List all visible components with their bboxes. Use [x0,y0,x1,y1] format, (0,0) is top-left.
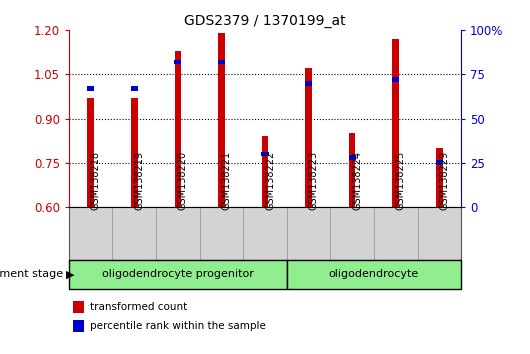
Text: GSM138224: GSM138224 [352,150,362,210]
Text: GSM138222: GSM138222 [265,150,275,210]
Text: GSM138221: GSM138221 [222,150,232,210]
Text: GSM138229: GSM138229 [439,150,449,210]
Bar [349,155,356,160]
Bar [73,301,84,313]
Bar [73,320,84,332]
Bar [218,33,225,207]
Bar [131,86,138,91]
Bar [69,260,287,289]
Bar [392,77,399,82]
Bar [131,98,138,207]
Bar [436,148,443,207]
Text: GSM138225: GSM138225 [396,150,406,210]
Text: GSM138218: GSM138218 [91,151,101,210]
Bar [174,59,181,64]
Text: percentile rank within the sample: percentile rank within the sample [91,321,267,331]
Bar [87,98,94,207]
Text: transformed count: transformed count [91,302,188,312]
Bar [305,81,312,86]
Text: GSM138223: GSM138223 [308,150,319,210]
Text: oligodendrocyte: oligodendrocyte [329,269,419,279]
Bar [261,152,269,156]
Bar [287,260,461,289]
Bar [262,136,268,207]
Bar [174,51,181,207]
Text: GSM138219: GSM138219 [134,151,144,210]
Bar [436,160,443,165]
Bar [349,133,356,207]
Text: GSM138220: GSM138220 [178,150,188,210]
Title: GDS2379 / 1370199_at: GDS2379 / 1370199_at [184,14,346,28]
Bar [87,86,94,91]
Bar [218,59,225,64]
Bar [392,39,399,207]
Text: oligodendrocyte progenitor: oligodendrocyte progenitor [102,269,254,279]
Text: development stage: development stage [0,269,64,279]
Bar [305,68,312,207]
Text: ▶: ▶ [66,269,75,279]
